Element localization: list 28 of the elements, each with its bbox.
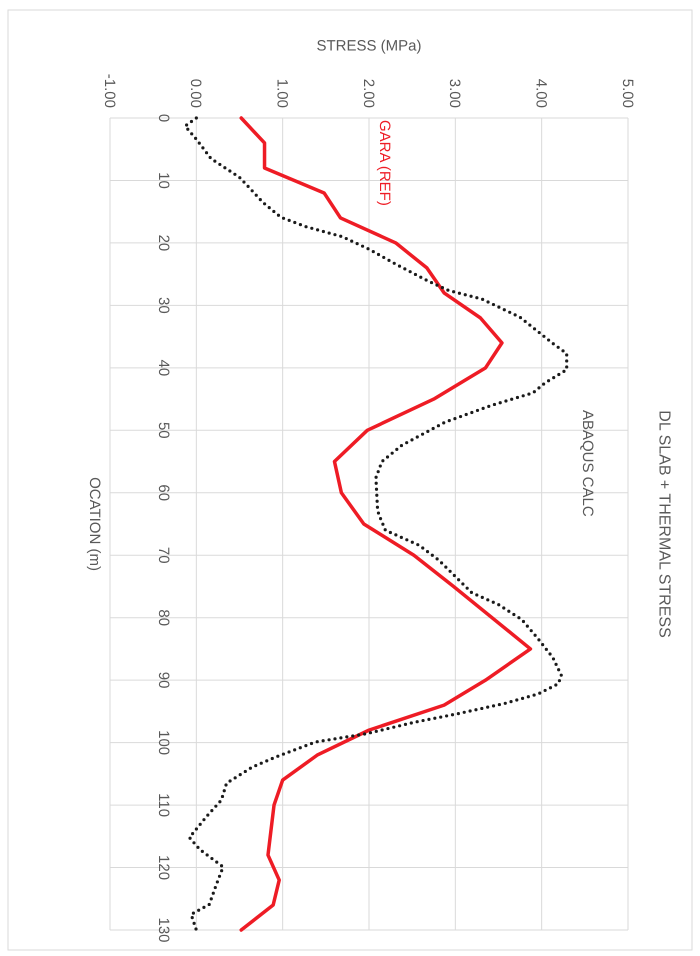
y-tick-label: 20 bbox=[155, 234, 172, 252]
y-axis-title: OCATION (m) bbox=[86, 477, 103, 571]
line-series bbox=[184, 116, 568, 932]
text: GARA (REF) bbox=[376, 120, 393, 206]
y-tick-label: 40 bbox=[155, 360, 172, 376]
text: ABAQUS CALC bbox=[578, 410, 596, 517]
y-tick-label: 10 bbox=[155, 172, 172, 189]
y-tick-label: 120 bbox=[155, 855, 172, 880]
y-tick-label: 60 bbox=[155, 484, 172, 502]
y-tick-label: 0 bbox=[155, 114, 172, 122]
x-tick-label: 4.00 bbox=[532, 78, 550, 108]
text: DL SLAB + THERMAL STRESS bbox=[655, 410, 672, 638]
x-tick-label: 1.00 bbox=[273, 78, 290, 108]
y-tick-label: 130 bbox=[155, 917, 172, 943]
y-tick-label: 110 bbox=[155, 793, 172, 818]
y-tick-label: 80 bbox=[155, 609, 172, 626]
x-tick-label: 5.00 bbox=[618, 78, 636, 108]
x-tick-label: 0.00 bbox=[187, 78, 204, 108]
y-tick-label: 90 bbox=[155, 672, 172, 688]
x-tick-label: 2.00 bbox=[360, 78, 377, 108]
x-axis-title: STRESS (MPa) bbox=[316, 37, 422, 54]
x-tick-label: 3.00 bbox=[446, 78, 464, 108]
line-series bbox=[239, 116, 532, 932]
y-tick-label: 30 bbox=[155, 297, 172, 314]
y-tick-label: 100 bbox=[155, 730, 172, 756]
y-tick-label: 50 bbox=[155, 422, 172, 439]
y-tick-label: 70 bbox=[155, 546, 172, 564]
x-tick-label: -1.00 bbox=[100, 74, 118, 108]
